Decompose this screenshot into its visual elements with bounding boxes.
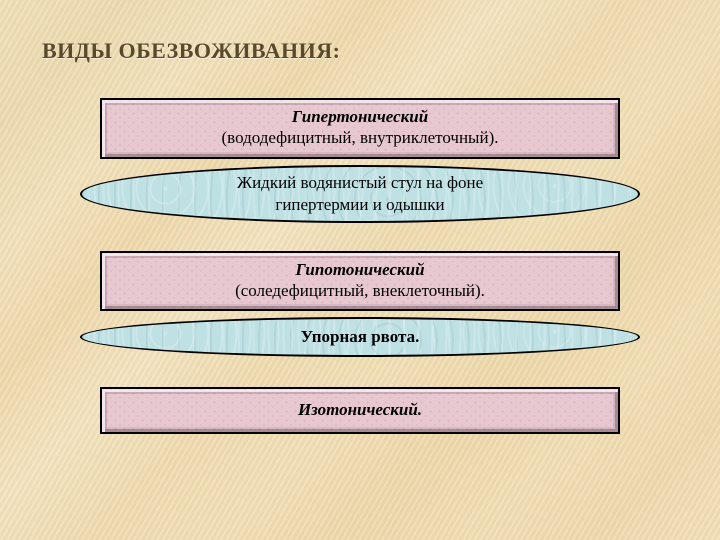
ellipse-wrap: Жидкий водянистый стул на фоне гипертерм…	[80, 165, 640, 223]
rect-isotonic: Изотонический.	[100, 387, 620, 434]
ellipse-text-line: Упорная рвота.	[261, 326, 460, 347]
rect-subheading: (вододефицитный, внутриклеточный).	[112, 127, 608, 148]
group-hypertonic: Гипертонический (вододефицитный, внутрик…	[42, 98, 678, 223]
rect-heading: Гипотонический	[112, 259, 608, 280]
content-stack: Гипертонический (вододефицитный, внутрик…	[42, 98, 678, 434]
rect-subheading: (соледефицитный, внеклеточный).	[112, 280, 608, 301]
slide: ВИДЫ ОБЕЗВОЖИВАНИЯ: Гипертонический (вод…	[0, 0, 720, 540]
rect-heading: Изотонический.	[112, 399, 608, 420]
ellipse-wrap: Упорная рвота.	[80, 317, 640, 357]
group-hypotonic: Гипотонический (соледефицитный, внеклето…	[42, 251, 678, 358]
rect-heading: Гипертонический	[112, 106, 608, 127]
rect-hypotonic: Гипотонический (соледефицитный, внеклето…	[100, 251, 620, 312]
slide-title: ВИДЫ ОБЕЗВОЖИВАНИЯ:	[42, 38, 678, 64]
ellipse-hypertonic: Жидкий водянистый стул на фоне гипертерм…	[80, 165, 640, 223]
group-isotonic: Изотонический.	[42, 387, 678, 434]
rect-hypertonic: Гипертонический (вододефицитный, внутрик…	[100, 98, 620, 159]
ellipse-text-line: гипертермии и одышки	[235, 194, 484, 215]
ellipse-hypotonic: Упорная рвота.	[80, 317, 640, 357]
ellipse-text-line: Жидкий водянистый стул на фоне	[197, 172, 523, 193]
